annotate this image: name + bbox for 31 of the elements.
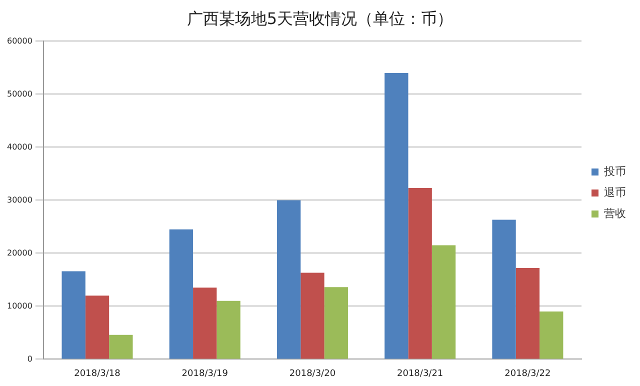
bar	[109, 334, 133, 359]
legend-label: 退币	[604, 186, 626, 199]
x-tick-label: 2018/3/20	[289, 368, 336, 379]
x-tick-label: 2018/3/22	[504, 368, 551, 379]
legend-label: 投币	[603, 164, 626, 178]
x-tick-label: 2018/3/19	[182, 368, 228, 379]
bar	[492, 220, 516, 359]
bar	[540, 312, 564, 359]
y-tick-label: 60000	[6, 36, 32, 46]
y-tick-label: 50000	[6, 89, 32, 98]
bar	[408, 188, 432, 359]
legend-label: 营收	[604, 206, 626, 220]
bar	[324, 287, 348, 359]
bar	[384, 73, 408, 359]
chart-title: 广西某场地5天营收情况（单位：币）	[186, 8, 454, 28]
y-tick-label: 40000	[6, 142, 32, 152]
y-tick-label: 30000	[6, 195, 32, 204]
y-tick-label: 0	[27, 354, 32, 364]
x-tick-label: 2018/3/21	[397, 368, 444, 379]
bar	[85, 296, 110, 359]
bar	[300, 272, 324, 359]
bar	[432, 245, 456, 359]
y-tick-label: 10000	[6, 301, 32, 310]
x-tick-label: 2018/3/18	[74, 368, 121, 379]
bar	[193, 288, 217, 359]
bar	[62, 271, 86, 359]
bar	[516, 268, 540, 359]
bar	[169, 229, 194, 359]
bar	[216, 300, 240, 359]
y-tick-label: 20000	[6, 248, 32, 258]
bar	[276, 200, 301, 359]
